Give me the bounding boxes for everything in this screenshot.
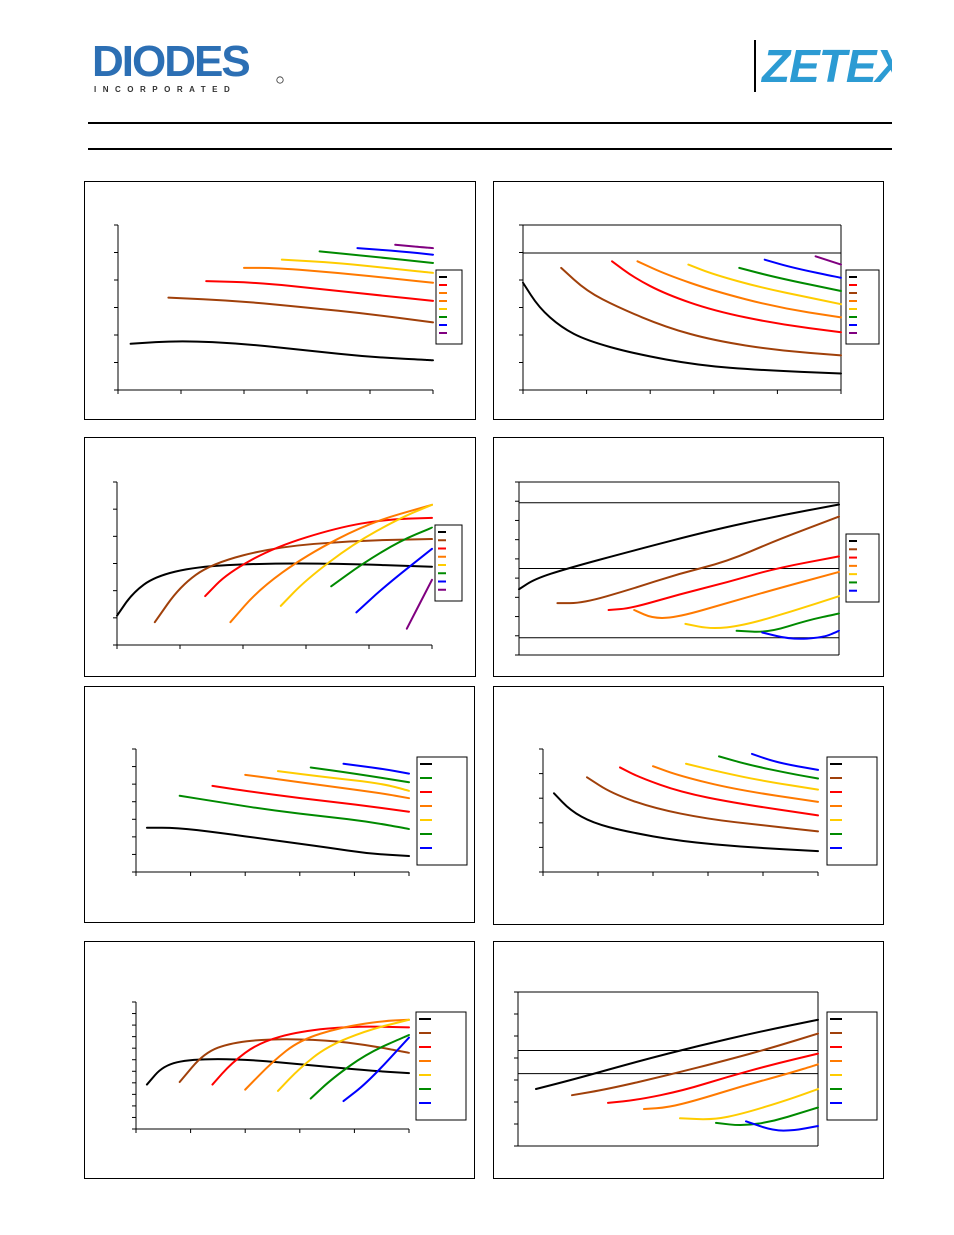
series-line-red [211, 784, 410, 813]
series-line-orange [652, 765, 819, 803]
zetex-logo-word: ZETEX [760, 40, 892, 92]
chart-1 [114, 224, 463, 394]
diodes-logo-sub: INCORPORATED [94, 85, 236, 94]
series-line-yellow [280, 258, 434, 274]
series-line-orange [643, 1063, 819, 1111]
series-line-brown [167, 296, 434, 324]
series-line-green [178, 794, 410, 830]
series-line-green [330, 526, 433, 588]
series-line-orange [229, 503, 433, 624]
legend-box [434, 524, 463, 602]
series-line-black [129, 340, 434, 362]
series-line-orange [244, 1018, 410, 1091]
zetex-logo: ZETEX [760, 40, 892, 92]
header-rule-bottom [88, 148, 892, 150]
diodes-logo-word: DIODES [92, 40, 249, 86]
series-line-yellow [679, 1088, 819, 1121]
series-line-green [318, 250, 434, 264]
series-line-purple [405, 578, 433, 630]
series-line-red [205, 280, 434, 302]
series-line-green [718, 755, 819, 780]
series-line-purple [814, 255, 842, 266]
chart-panel-2 [493, 181, 884, 420]
chart-panel-4 [493, 437, 884, 677]
series-line-black [522, 281, 842, 375]
header-divider-vertical [754, 40, 756, 92]
series-line-blue [342, 762, 410, 775]
diodes-logo: DIODES INCORPORATED [92, 40, 284, 94]
chart-panel-7 [84, 941, 475, 1179]
series-line-red [211, 1025, 410, 1086]
chart-4 [515, 481, 880, 656]
series-line-green [735, 612, 840, 633]
series-line-blue [356, 247, 434, 256]
series-line-green [309, 1034, 410, 1100]
series-line-black [535, 1018, 819, 1091]
series-line-blue [745, 1120, 819, 1132]
header-rule-top [88, 122, 892, 124]
series-line-red [611, 260, 842, 334]
series-line-green [309, 766, 410, 784]
legend-box [845, 269, 880, 345]
series-line-green [715, 1106, 819, 1127]
chart-panel-3 [84, 437, 476, 677]
chart-panel-6 [493, 686, 884, 925]
chart-3 [113, 481, 463, 649]
series-line-blue [751, 752, 819, 771]
chart-8 [514, 991, 878, 1147]
series-line-brown [556, 515, 840, 605]
chart-panel-1 [84, 181, 476, 420]
series-line-yellow [276, 1018, 410, 1092]
series-line-orange [633, 570, 840, 619]
series-line-blue [763, 258, 842, 279]
chart-7 [132, 1001, 467, 1133]
chart-6 [539, 748, 878, 876]
series-line-yellow [687, 263, 842, 306]
legend-box [435, 269, 463, 345]
series-line-red [607, 1052, 819, 1104]
series-line-yellow [276, 770, 410, 792]
legend-box [845, 533, 880, 603]
series-line-yellow [685, 762, 819, 791]
series-line-brown [571, 1032, 819, 1097]
series-line-black [145, 1058, 410, 1086]
series-line-orange [244, 773, 410, 800]
series-line-red [607, 555, 840, 612]
chart-panel-8 [493, 941, 884, 1179]
series-line-brown [560, 266, 842, 357]
series-line-black [145, 826, 410, 858]
series-line-red [204, 516, 433, 598]
series-line-green [738, 266, 842, 292]
chart-5 [132, 748, 468, 876]
series-line-yellow [684, 595, 840, 630]
series-line-black [553, 792, 819, 853]
series-line-blue [355, 547, 433, 614]
series-line-brown [586, 776, 819, 833]
series-line-purple [394, 243, 434, 250]
series-line-black [518, 503, 840, 591]
chart-panel-5 [84, 686, 475, 923]
series-line-orange [243, 266, 434, 284]
series-line-blue [342, 1036, 410, 1103]
series-line-yellow [279, 503, 433, 607]
series-line-orange [636, 260, 842, 319]
series-line-blue [761, 629, 840, 640]
chart-2 [519, 224, 880, 394]
series-line-brown [153, 538, 433, 624]
series-line-red [619, 766, 819, 817]
